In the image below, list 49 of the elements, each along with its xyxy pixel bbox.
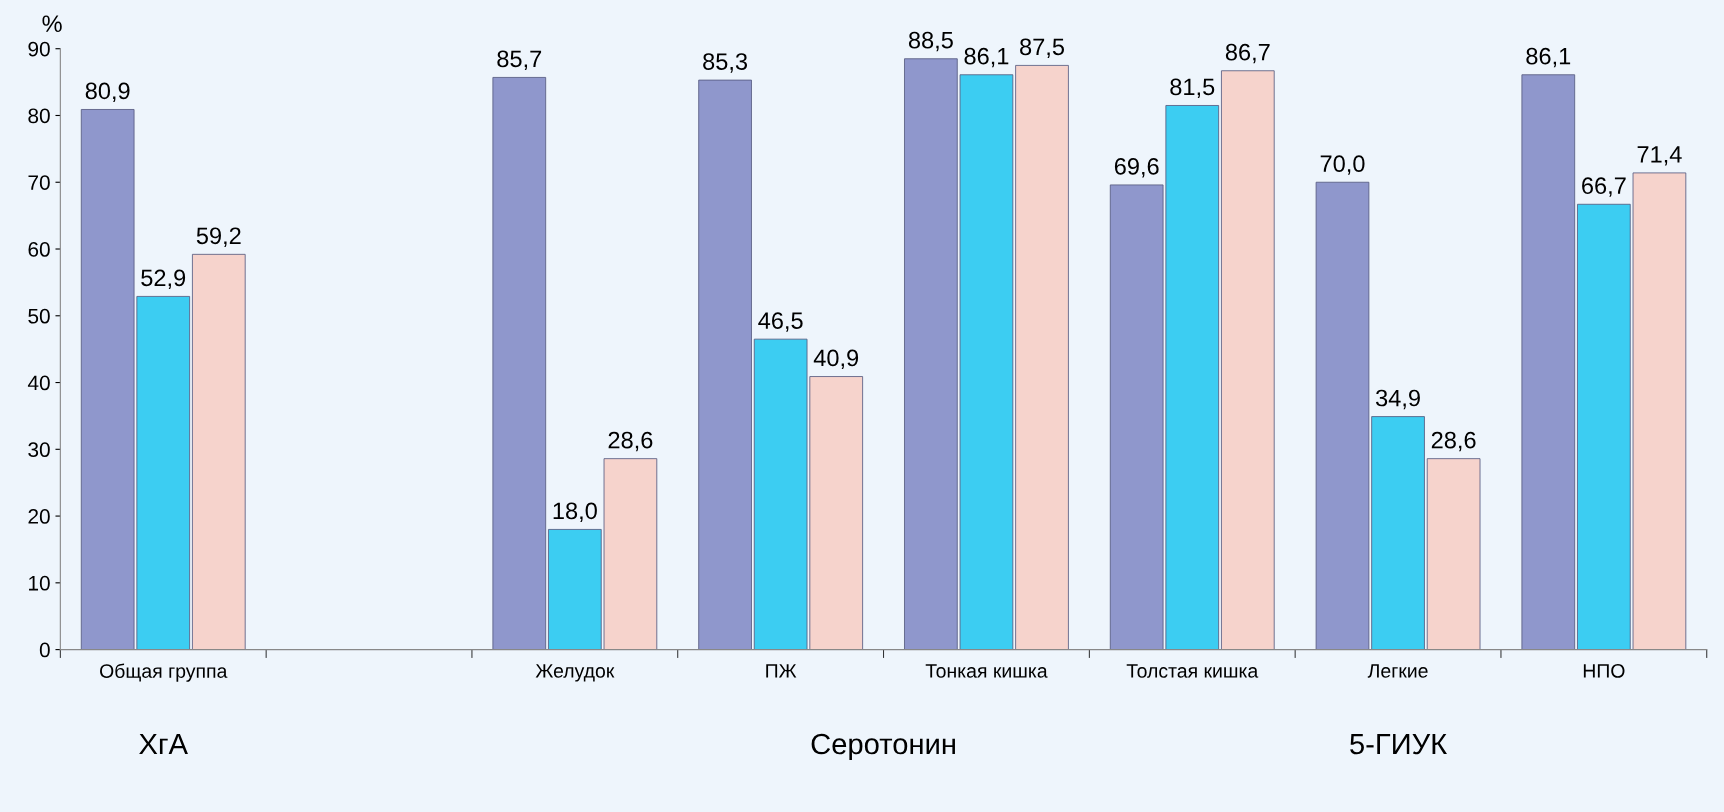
y-tick-label: 80: [28, 108, 50, 124]
bar: [1221, 70, 1275, 650]
data-label: 66,7: [1582, 177, 1626, 197]
data-label: 28,6: [608, 431, 653, 452]
text: 5-ГИУК: [1350, 733, 1447, 755]
bar: [191, 253, 246, 650]
text: ХгА: [139, 734, 188, 755]
x-tick-label: Желудок: [535, 664, 615, 682]
data-label: 85,7: [497, 50, 542, 70]
y-tick-label: 60: [28, 242, 50, 257]
x-tick-label: Общая группа: [100, 663, 228, 682]
data-label: 86,7: [1225, 43, 1270, 64]
x-tick-label: ПЖ: [766, 664, 797, 678]
data-label: 28,6: [1431, 431, 1476, 452]
bar: [492, 77, 547, 650]
data-label: 88,5: [908, 31, 953, 52]
data-label: 18,0: [553, 502, 597, 522]
y-tick-label: 30: [28, 442, 50, 458]
data-label: 86,1: [1526, 47, 1571, 68]
y-tick-label: 10: [29, 575, 50, 591]
data-label: 85,3: [703, 53, 748, 73]
x-tick-label: НПО: [1583, 664, 1625, 678]
data-label: 59,2: [196, 227, 241, 247]
data-label: 52,9: [141, 269, 186, 289]
data-label: 81,5: [1170, 78, 1215, 99]
data-label: 86,1: [964, 47, 1009, 68]
y-tick-label: 0: [39, 642, 50, 658]
y-tick-label: 90: [28, 41, 50, 57]
y-tick-label: 50: [28, 308, 50, 324]
data-label: 87,5: [1020, 38, 1065, 58]
x-tick-label: Толстая кишка: [1126, 664, 1259, 678]
bar: [1426, 458, 1481, 650]
bar: [1015, 64, 1069, 650]
data-label: 69,6: [1114, 157, 1159, 178]
bar: [698, 79, 752, 650]
data-label: 80,9: [85, 82, 130, 103]
data-label: 34,9: [1375, 389, 1420, 410]
data-label: 40,9: [813, 349, 859, 370]
x-tick-label: Легкие: [1367, 664, 1428, 678]
y-tick-label: 20: [28, 509, 50, 524]
x-tick-label: Тонкая кишка: [925, 664, 1048, 678]
bar: [1521, 74, 1576, 650]
y-axis-title: %: [42, 15, 62, 32]
data-label: 46,5: [758, 312, 803, 332]
y-tick-label: 70: [28, 175, 50, 190]
data-label: 71,4: [1637, 146, 1682, 166]
y-tick-label: 40: [27, 375, 50, 391]
data-label: 70,0: [1320, 155, 1365, 175]
text: Серотонин: [811, 733, 955, 761]
